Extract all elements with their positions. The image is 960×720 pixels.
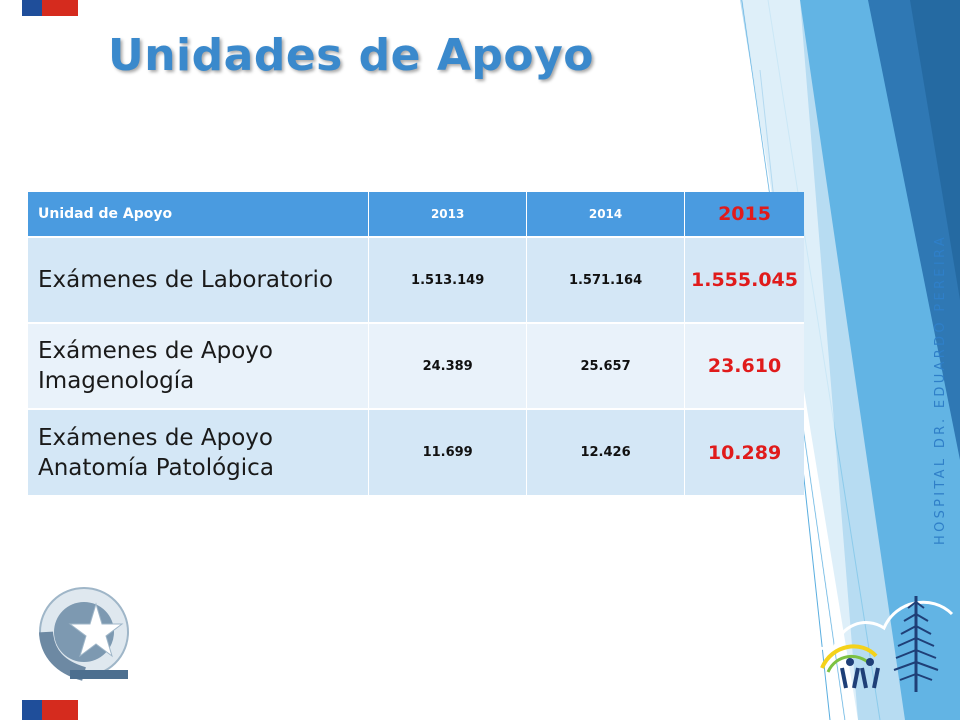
table-header-row: Unidad de Apoyo 2013 2014 2015 — [28, 192, 804, 237]
cell-2014: 1.571.164 — [526, 236, 685, 323]
deco-band-darker — [910, 0, 960, 300]
hospital-logo — [795, 596, 954, 692]
table-row: Exámenes de Apoyo Anatomía Patológica 11… — [28, 408, 804, 495]
cell-2013: 1.513.149 — [368, 236, 527, 323]
cell-2013: 11.699 — [368, 408, 527, 495]
cell-2015: 10.289 — [684, 408, 804, 495]
hospital-side-label: HOSPITAL DR. EDUARDO PEREIRA — [933, 234, 948, 545]
cell-2014: 12.426 — [526, 408, 685, 495]
cell-2015: 23.610 — [684, 322, 804, 409]
table-row: Exámenes de Laboratorio 1.513.149 1.571.… — [28, 236, 804, 323]
row-label: Exámenes de Apoyo Anatomía Patológica — [28, 408, 369, 495]
cell-2015: 1.555.045 — [684, 236, 804, 323]
slide-title: Unidades de Apoyo — [108, 30, 595, 81]
row-label: Exámenes de Apoyo Imagenología — [28, 322, 369, 409]
header-2015: 2015 — [684, 192, 804, 237]
header-2014: 2014 — [526, 192, 685, 237]
support-units-table: Unidad de Apoyo 2013 2014 2015 Exámenes … — [28, 192, 804, 495]
row-label: Exámenes de Laboratorio — [28, 236, 369, 323]
table-row: Exámenes de Apoyo Imagenología 24.389 25… — [28, 322, 804, 409]
cell-2014: 25.657 — [526, 322, 685, 409]
flag-stripe-bottom — [22, 700, 78, 720]
header-2013: 2013 — [368, 192, 527, 237]
flag-stripe-top — [22, 0, 78, 16]
header-unit: Unidad de Apoyo — [28, 192, 369, 237]
accreditation-seal-logo — [39, 587, 129, 681]
cell-2013: 24.389 — [368, 322, 527, 409]
